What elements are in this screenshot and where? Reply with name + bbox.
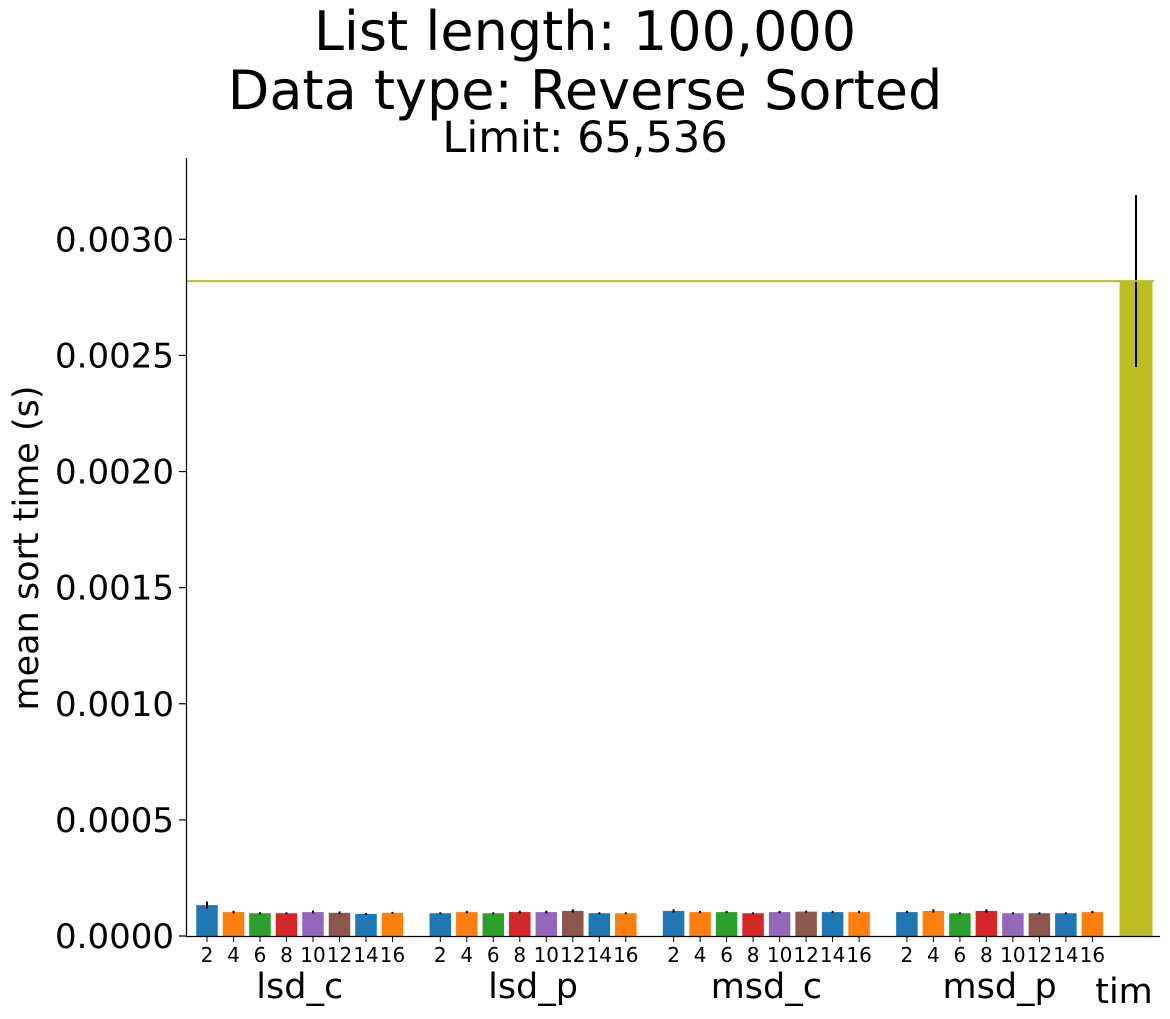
x-axis-ticks: 2 4 6 8 10 12 14 16 2 4 6 8 10 12 14 16 2 4 6 8 10 12 14 16 2 4 6 8… [201,936,1105,967]
y-tick-label: 0.0025 [55,336,174,376]
bar-msd_c-4 [689,912,711,936]
y-tick-label: 0.0030 [55,220,174,260]
y-tick-label: 0.0015 [55,569,174,609]
x-tick-label: 4 [927,943,940,967]
chart-subtitle: Data type: Reverse Sorted [228,59,943,122]
y-tick-label: 0.0020 [55,453,174,493]
bars-layer [196,281,1153,937]
bar-lsd_p-12 [562,910,584,936]
x-tick-label: 8 [513,943,526,967]
x-tick-label: 2 [434,943,447,967]
x-tick-label: 2 [667,943,680,967]
x-tick-label: 8 [980,943,993,967]
x-tick-label: 2 [901,943,914,967]
x-tick-label: 12 [1027,943,1052,967]
x-tick-label: 14 [820,943,845,967]
bar-lsd_c-14 [355,913,377,936]
x-tick-label: 14 [1053,943,1078,967]
bar-lsd_p-2 [429,913,452,936]
bar-msd_p-14 [1055,913,1077,936]
x-tick-label: 6 [487,943,500,967]
x-tick-label: 6 [954,943,967,967]
x-tick-label: 10 [1000,943,1025,967]
x-tick-label: 10 [534,943,559,967]
bar-msd_p-2 [896,912,918,936]
x-tick-label: 4 [694,943,707,967]
group-label-lsd_c: lsd_c [256,967,343,1007]
x-tick-label: 16 [613,943,638,967]
bar-tim [1119,281,1153,937]
bar-lsd_c-4 [222,912,245,936]
bar-msd_c-2 [662,910,685,936]
group-label-msd_p: msd_p [943,967,1057,1007]
x-tick-label: 8 [747,943,760,967]
bar-lsd_p-4 [456,912,478,936]
group-label-msd_c: msd_c [711,967,822,1007]
bar-lsd_p-14 [588,913,611,936]
y-axis-label: mean sort time (s) [7,385,47,710]
bar-msd_c-16 [848,912,870,936]
bar-lsd_c-16 [381,912,404,936]
x-tick-label: 12 [327,943,352,967]
bar-lsd_c-12 [328,912,351,936]
bar-msd_p-8 [975,910,998,936]
bar-msd_p-6 [949,913,971,936]
bar-lsd_p-16 [615,913,637,936]
x-tick-label: 2 [201,943,214,967]
bar-lsd_c-10 [302,912,324,936]
y-tick-label: 0.0005 [55,801,174,841]
bar-msd_c-6 [715,912,738,936]
group-label-lsd_p: lsd_p [488,967,578,1007]
x-tick-label: 6 [254,943,267,967]
x-tick-label: 12 [560,943,585,967]
chart-title: List length: 100,000 [314,0,856,63]
x-tick-label: 16 [380,943,405,967]
error-bars-layer [206,195,1137,915]
bar-msd_p-10 [1002,913,1024,936]
y-tick-label: 0.0000 [55,917,174,957]
bar-lsd_c-8 [275,913,298,936]
bar-lsd_p-6 [482,913,505,936]
x-tick-label: 8 [280,943,293,967]
x-tick-label: 10 [767,943,792,967]
x-tick-label: 4 [460,943,473,967]
bar-msd_c-14 [821,912,844,936]
bar-msd_p-12 [1028,913,1051,936]
group-label-tim: tim [1095,972,1153,1012]
x-tick-label: 16 [1080,943,1105,967]
y-axis-ticks: 0.0000 0.0005 0.0010 0.0015 0.0020 0.0025 0.00… [55,220,186,957]
x-tick-label: 6 [720,943,733,967]
bar-lsd_c-2 [196,905,218,936]
x-tick-label: 14 [353,943,378,967]
bar-msd_c-12 [795,911,817,936]
bar-msd_c-10 [768,912,791,936]
bar-lsd_c-6 [249,913,271,936]
bar-lsd_p-10 [535,912,558,936]
x-tick-label: 14 [587,943,612,967]
bar-msd_p-16 [1081,912,1104,936]
bar-msd_c-8 [742,913,764,936]
x-tick-label: 12 [793,943,818,967]
x-tick-label: 10 [300,943,325,967]
x-tick-label: 4 [227,943,240,967]
x-tick-label: 16 [846,943,871,967]
y-tick-label: 0.0010 [55,685,174,725]
x-group-labels: lsd_c lsd_p msd_c msd_p tim [256,967,1152,1012]
chart-limit-label: Limit: 65,536 [442,113,727,163]
bar-lsd_p-8 [509,912,531,936]
bar-msd_p-4 [922,910,945,936]
